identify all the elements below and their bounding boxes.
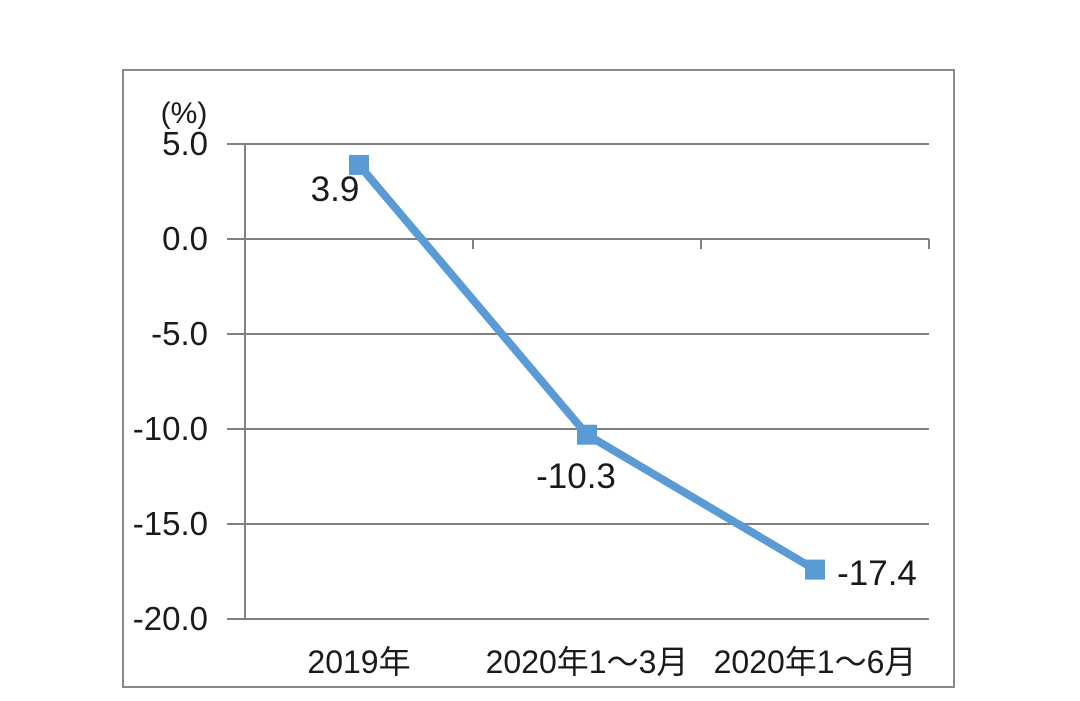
data-line — [355, 162, 818, 574]
data-point-marker — [577, 424, 597, 445]
x-axis-label: 2020年1～3月 — [485, 644, 689, 680]
x-axis-label: 2019年 — [307, 644, 411, 680]
data-point-marker — [805, 559, 825, 580]
y-axis-unit-label: (%) — [160, 97, 208, 130]
y-tick-label: -20.0 — [132, 600, 208, 637]
chart-container: (%) 5.0 0.0 -5.0 -10.0 -15.0 -20.0 2019年 2020年1… — [122, 69, 955, 688]
data-label: 3.9 — [310, 169, 360, 209]
y-tick-label: 0.0 — [162, 220, 208, 257]
x-axis-label: 2020年1～6月 — [713, 644, 917, 680]
y-tick-label: 5.0 — [162, 125, 208, 162]
y-tick-label: -5.0 — [151, 315, 208, 352]
y-tick-label: -10.0 — [132, 410, 208, 447]
data-label: -10.3 — [536, 456, 616, 496]
line-chart — [227, 143, 930, 620]
y-tick-label: -15.0 — [132, 505, 208, 542]
data-label: -17.4 — [837, 553, 917, 593]
data-point-marker — [349, 154, 369, 175]
